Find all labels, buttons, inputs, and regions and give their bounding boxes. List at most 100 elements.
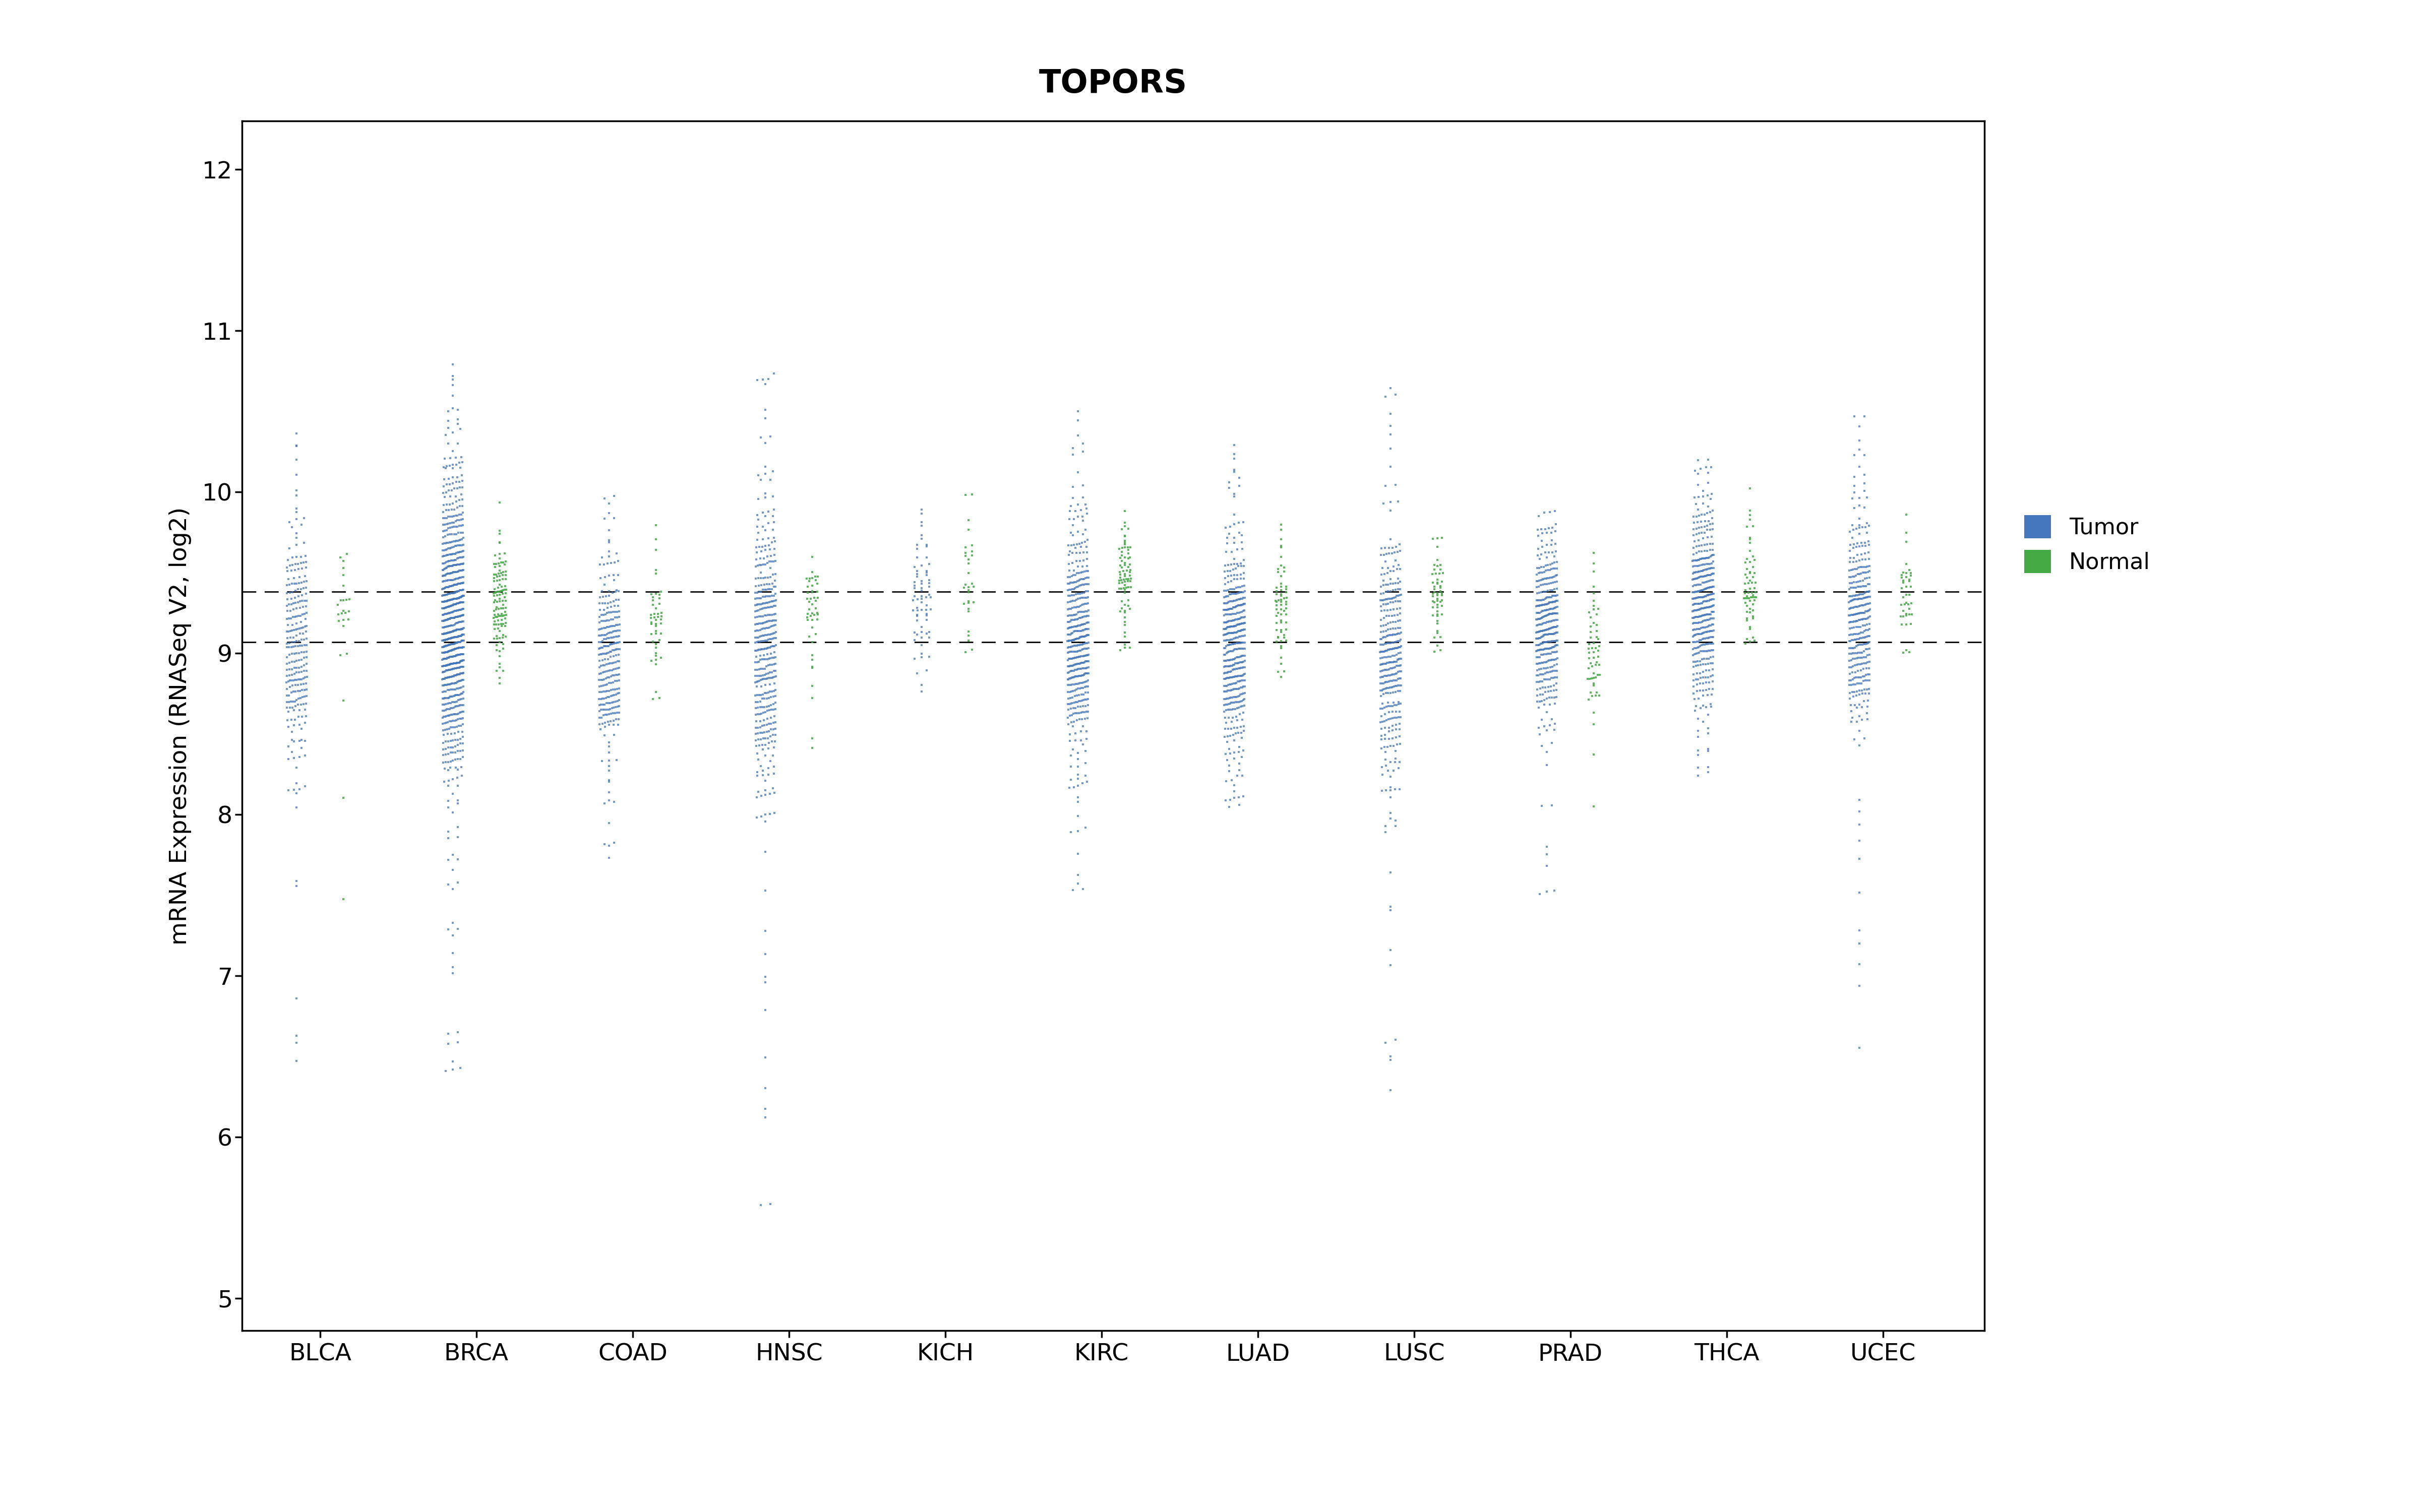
Point [1675,611,1713,635]
Point [1837,584,1876,608]
Point [590,754,629,779]
Point [593,691,632,715]
Point [1679,764,1718,788]
Point [1534,629,1573,653]
Point [1844,689,1883,714]
Point [1266,587,1304,611]
Point [1065,567,1104,591]
Point [1377,603,1416,627]
Point [1062,535,1101,559]
Point [1379,777,1418,801]
Point [431,620,469,644]
Point [1382,635,1421,659]
Point [1725,591,1764,615]
Point [1532,540,1571,564]
Point [1537,588,1575,612]
Point [424,590,462,614]
Point [598,631,636,655]
Point [1529,591,1568,615]
Point [903,679,941,703]
Point [1377,617,1416,641]
Point [1529,656,1568,680]
Point [436,632,474,656]
Point [1728,594,1767,618]
Point [273,572,312,596]
Point [1529,621,1568,646]
Point [1065,585,1104,609]
Point [269,599,307,623]
Point [431,652,469,676]
Point [1062,708,1101,732]
Point [1522,569,1561,593]
Point [1689,736,1728,761]
Point [271,635,310,659]
Point [477,605,515,629]
Point [1684,590,1723,614]
Point [1111,597,1150,621]
Point [1058,460,1096,484]
Point [1832,546,1871,570]
Point [431,620,469,644]
Point [1050,655,1089,679]
Point [799,572,837,596]
Point [426,602,465,626]
Point [600,579,639,603]
Point [426,602,465,626]
Point [1106,599,1145,623]
Point [440,655,479,679]
Point [1846,646,1885,670]
Point [1225,694,1263,718]
Point [1675,599,1713,623]
Point [1679,516,1718,540]
Point [1844,404,1883,428]
Point [1055,608,1094,632]
Point [1682,510,1721,534]
Point [1382,570,1421,594]
Point [443,738,482,762]
Point [1375,597,1413,621]
Point [903,553,941,578]
Point [438,624,477,649]
Point [1225,668,1263,692]
Point [1677,611,1716,635]
Point [440,668,479,692]
Point [949,590,987,614]
Point [271,696,310,720]
Point [1687,532,1725,556]
Point [1832,623,1871,647]
Point [1362,683,1401,708]
Point [278,1024,317,1048]
Point [440,661,479,685]
Point [1375,578,1413,602]
Point [436,599,474,623]
Point [1846,624,1885,649]
Point [1694,511,1733,535]
Point [1372,1045,1411,1069]
Point [1367,638,1406,662]
Point [1537,677,1575,702]
Point [1529,649,1568,673]
Point [1379,667,1418,691]
Point [278,782,317,806]
Point [639,605,678,629]
Point [428,653,467,677]
Point [440,455,479,479]
Point [581,668,620,692]
Point [433,800,472,824]
Point [1375,631,1413,655]
Point [273,662,312,686]
Point [590,632,629,656]
Point [286,729,324,753]
Point [743,611,782,635]
Point [1217,664,1256,688]
Point [1730,503,1769,528]
Point [1055,499,1094,523]
Point [443,584,482,608]
Point [1365,727,1404,751]
Point [1537,550,1575,575]
Point [1058,664,1096,688]
Point [1067,688,1106,712]
Point [426,507,465,531]
Point [581,717,620,741]
Point [1048,697,1087,721]
